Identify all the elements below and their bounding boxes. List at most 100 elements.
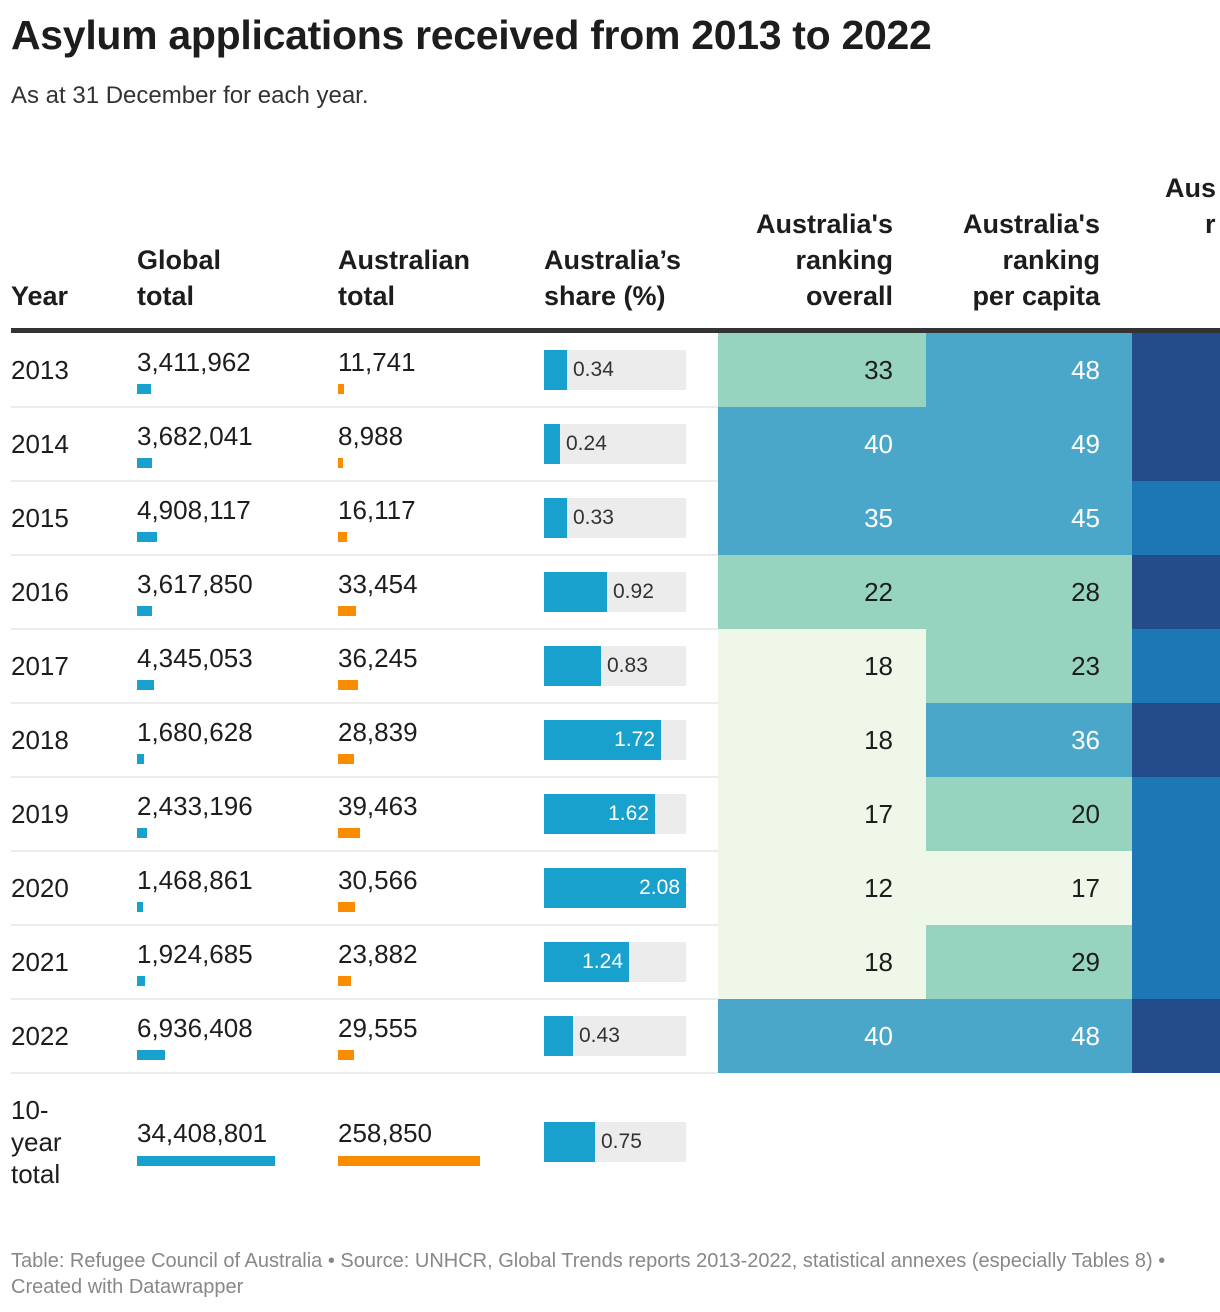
footer-source: Table: Refugee Council of Australia • So… [11, 1250, 1166, 1298]
ranking-overall-cell: 18 [718, 703, 926, 777]
table-row: 2019 2,433,196 39,463 1.62 17 20 [0, 777, 1220, 852]
column-header-year[interactable]: Year [11, 278, 121, 314]
column-header-line: ranking [1002, 245, 1100, 275]
year-cell: 2021 [11, 947, 69, 977]
ranking-overall-cell: 18 [718, 629, 926, 703]
share-bar [544, 720, 661, 760]
share-value: 1.72 [614, 728, 655, 751]
australian-total-bar [338, 680, 358, 690]
australian-total-bar [338, 532, 347, 542]
ranking-per-capita-cell: 20 [926, 777, 1132, 851]
ranking-overall-cell: 33 [718, 333, 926, 407]
ranking-overall-cell: 40 [718, 999, 926, 1073]
ranking-overall-cell: 35 [718, 481, 926, 555]
global-total-value: 1,468,861 [137, 865, 253, 895]
share-bar [544, 350, 567, 390]
column-header-line: Global [137, 245, 222, 275]
total-share-value: 0.75 [601, 1130, 642, 1153]
ranking-overall-cell: 12 [718, 851, 926, 925]
ranking-overall-value: 17 [864, 799, 893, 829]
cut-off-column-cell [1132, 703, 1220, 777]
chart-subtitle: As at 31 December for each year. [11, 82, 369, 109]
global-total-value: 1,924,685 [137, 939, 253, 969]
share-bar-track: 0.24 [544, 424, 686, 464]
global-total-bar [137, 606, 152, 616]
total-global-value: 34,408,801 [137, 1118, 268, 1148]
column-header-ranking-overall[interactable]: Australia's ranking overall [718, 206, 893, 314]
column-header-line: Australia’s [544, 245, 682, 275]
table-row: 2020 1,468,861 30,566 2.08 12 17 [0, 851, 1220, 926]
ranking-per-capita-cell: 29 [926, 925, 1132, 999]
cut-off-column-cell [1132, 925, 1220, 999]
chart-title: Asylum applications received from 2013 t… [11, 12, 932, 58]
share-bar-track: 1.72 [544, 720, 686, 760]
ranking-overall-cell: 18 [718, 925, 926, 999]
ranking-per-capita-cell: 36 [926, 703, 1132, 777]
column-header-line: per capita [972, 281, 1100, 311]
global-total-bar [137, 754, 144, 764]
global-total-value: 4,345,053 [137, 643, 253, 673]
total-row-label-line: year [11, 1127, 62, 1157]
table-row: 2018 1,680,628 28,839 1.72 18 36 [0, 703, 1220, 778]
share-bar [544, 868, 686, 908]
year-cell: 2016 [11, 577, 69, 607]
ranking-overall-cell: 22 [718, 555, 926, 629]
share-value: 0.34 [573, 358, 614, 381]
table-row: 2016 3,617,850 33,454 0.92 22 28 [0, 555, 1220, 630]
column-header-australia-share[interactable]: Australia’s share (%) [544, 242, 714, 314]
global-total-value: 3,682,041 [137, 421, 253, 451]
row-divider [11, 776, 718, 778]
ranking-overall-value: 35 [864, 503, 893, 533]
column-header-ranking-per-capita[interactable]: Australia's ranking per capita [926, 206, 1100, 314]
ranking-per-capita-value: 20 [1071, 799, 1100, 829]
cut-off-column-cell [1132, 777, 1220, 851]
australian-total-value: 28,839 [338, 717, 418, 747]
table-row: 2015 4,908,117 16,117 0.33 35 45 [0, 481, 1220, 556]
column-header-line: Year [11, 281, 69, 311]
ranking-per-capita-cell: 45 [926, 481, 1132, 555]
table-row: 2021 1,924,685 23,882 1.24 18 29 [0, 925, 1220, 1000]
global-total-value: 4,908,117 [137, 495, 251, 525]
share-value: 2.08 [639, 876, 680, 899]
ranking-overall-value: 40 [864, 429, 893, 459]
ranking-per-capita-value: 49 [1071, 429, 1100, 459]
total-global-bar [137, 1156, 275, 1166]
column-header-line: Australian [338, 245, 471, 275]
row-divider [11, 628, 718, 630]
column-header-cut-off-column[interactable]: Aus r [1165, 170, 1220, 242]
year-cell: 2019 [11, 799, 69, 829]
year-cell: 2015 [11, 503, 69, 533]
total-australian-bar [338, 1156, 480, 1166]
global-total-bar [137, 384, 151, 394]
share-value: 0.24 [566, 432, 607, 455]
ranking-overall-value: 18 [864, 947, 893, 977]
table-row: 2017 4,345,053 36,245 0.83 18 23 [0, 629, 1220, 704]
row-divider [11, 1072, 718, 1074]
share-bar-track: 0.83 [544, 646, 686, 686]
share-value: 1.62 [608, 802, 649, 825]
column-header-global-total[interactable]: Global total [137, 242, 317, 314]
global-total-value: 3,617,850 [137, 569, 253, 599]
ranking-overall-cell: 40 [718, 407, 926, 481]
share-bar [544, 498, 567, 538]
header-rule [11, 328, 1220, 333]
share-value: 1.24 [582, 950, 623, 973]
australian-total-bar [338, 458, 343, 468]
share-bar-track: 0.33 [544, 498, 686, 538]
share-bar-track: 0.43 [544, 1016, 686, 1056]
share-value: 0.83 [607, 654, 648, 677]
total-row-label-line: total [11, 1159, 61, 1189]
ranking-overall-value: 40 [864, 1021, 893, 1051]
year-cell: 2013 [11, 355, 69, 385]
global-total-value: 2,433,196 [137, 791, 253, 821]
share-bar-track: 2.08 [544, 868, 686, 908]
row-divider [11, 480, 718, 482]
column-header-line: Australia's [756, 209, 893, 239]
column-header-australian-total[interactable]: Australian total [338, 242, 518, 314]
cut-off-column-cell [1132, 481, 1220, 555]
ranking-overall-value: 22 [864, 577, 893, 607]
cut-off-column-cell [1132, 333, 1220, 407]
column-header-line: total [137, 281, 194, 311]
global-total-bar [137, 828, 147, 838]
row-divider [11, 406, 718, 408]
